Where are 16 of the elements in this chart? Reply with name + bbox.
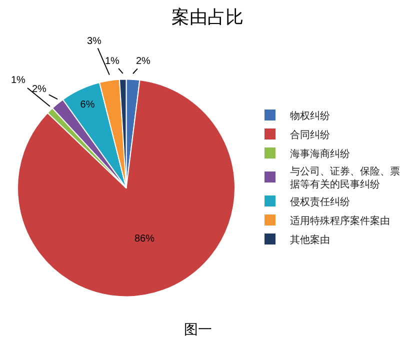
- chart-title: 案由占比: [172, 7, 244, 28]
- legend-label: 物权纠纷: [290, 110, 330, 122]
- legend-label: 其他案由: [290, 234, 330, 246]
- legend-label: 海事海商纠纷: [290, 148, 350, 160]
- legend-label: 合同纠纷: [290, 128, 330, 141]
- data-label: 1%: [105, 56, 120, 67]
- data-label: 86%: [134, 234, 155, 245]
- legend-label: 侵权责任纠纷: [290, 196, 350, 208]
- data-label: 6%: [80, 99, 95, 110]
- legend-label: 与公司、证券、保险、票据等有关的民事纠纷: [290, 165, 400, 190]
- data-label: 1%: [11, 75, 26, 86]
- data-label: 3%: [87, 36, 102, 47]
- data-label: 2%: [32, 84, 47, 95]
- text: 图一: [184, 321, 212, 337]
- data-label: 2%: [136, 56, 151, 67]
- legend-label: 适用特殊程序案件案由: [290, 214, 390, 227]
